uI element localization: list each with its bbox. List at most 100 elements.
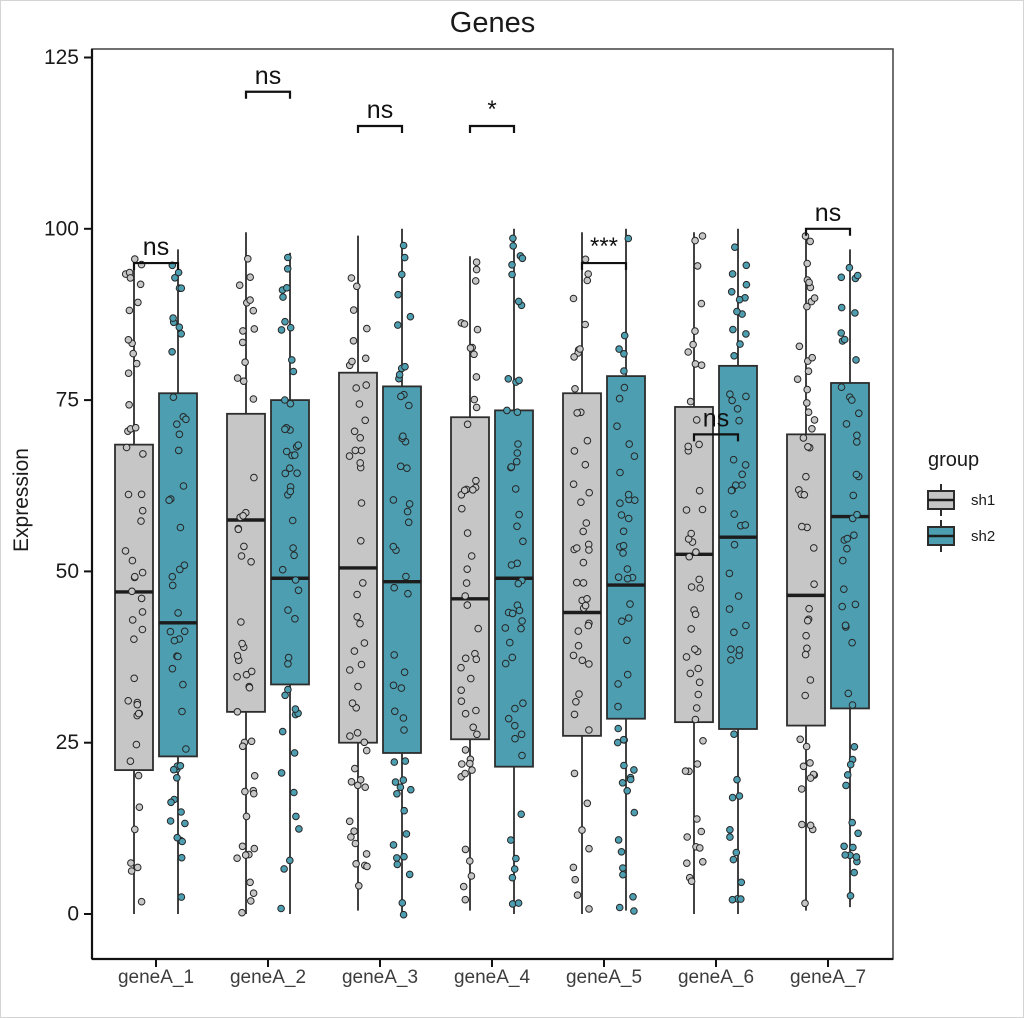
jitter-point [585, 546, 593, 554]
jitter-point [615, 903, 624, 912]
jitter-point [803, 644, 811, 653]
jitter-points-geneA_3-sh2 [389, 241, 415, 919]
jitter-point [510, 865, 519, 873]
jitter-point [168, 664, 177, 673]
jitter-point [177, 284, 186, 293]
jitter-point [695, 678, 704, 687]
jitter-point [851, 600, 860, 609]
jitter-point [511, 721, 519, 730]
jitter-point [584, 621, 593, 630]
jitter-point [345, 817, 354, 826]
jitter-point [799, 434, 808, 442]
jitter-point [389, 681, 398, 690]
jitter-point [348, 357, 356, 366]
jitter-point [577, 498, 585, 507]
jitter-point [734, 592, 743, 600]
jitter-point [241, 787, 249, 796]
jitter-point [623, 574, 632, 583]
jitter-point [515, 606, 524, 615]
jitter-point [620, 367, 628, 375]
jitter-point [506, 638, 514, 647]
jitter-point [280, 865, 288, 873]
jitter-point [125, 306, 134, 315]
jitter-point [180, 627, 189, 636]
box-geneA_7-sh1 [786, 433, 826, 727]
boxplot-key-icon [927, 484, 955, 516]
jitter-point [852, 853, 861, 861]
jitter-point [618, 779, 627, 787]
jitter-point [176, 762, 185, 770]
jitter-point [281, 396, 289, 404]
jitter-point [238, 842, 247, 851]
jitter-point [138, 625, 147, 634]
jitter-point [728, 793, 737, 802]
jitter-point [277, 769, 286, 777]
jitter-point [173, 420, 181, 429]
jitter-point [846, 760, 855, 769]
jitter-point [356, 434, 365, 442]
jitter-point [689, 340, 697, 349]
jitter-point [291, 705, 300, 713]
jitter-point [518, 254, 527, 263]
jitter-point [855, 409, 863, 418]
jitter-point [468, 766, 476, 774]
jitter-point [853, 271, 862, 280]
jitter-point [466, 344, 475, 352]
jitter-point [693, 760, 702, 768]
jitter-point [393, 790, 401, 798]
jitter-point [174, 609, 182, 617]
jitter-point [840, 585, 848, 594]
jitter-point [733, 307, 741, 316]
jitter-point [726, 390, 734, 399]
jitter-point [471, 277, 480, 285]
jitter-point [803, 302, 811, 311]
jitter-point [250, 772, 259, 780]
jitter-point [583, 799, 592, 808]
jitter-points-geneA_3-sh1 [345, 274, 371, 890]
jitter-point [699, 858, 707, 866]
jitter-point [347, 833, 355, 841]
jitter-point [238, 742, 247, 751]
jitter-point [585, 660, 593, 668]
jitter-points-geneA_2-sh2 [277, 253, 303, 913]
jitter-point [509, 234, 517, 243]
jitter-point [582, 519, 591, 527]
jitter-point [174, 268, 183, 277]
jitter-point [457, 686, 466, 695]
box-geneA_3-sh2 [382, 385, 422, 754]
jitter-point [613, 738, 622, 747]
jitter-point [691, 236, 699, 245]
jitter-point [407, 785, 415, 794]
jitter-point [472, 373, 481, 381]
jitter-point [508, 261, 516, 269]
jitter-point [512, 457, 521, 466]
box-geneA_6-sh1 [674, 406, 714, 724]
jitter-point [347, 274, 356, 282]
jitter-point [346, 666, 354, 674]
jitter-point [137, 490, 146, 499]
jitter-point [353, 590, 361, 599]
legend-item-sh1: sh1 [927, 482, 995, 518]
x-tick-label: geneA_4 [454, 967, 531, 988]
jitter-point [574, 641, 583, 650]
jitter-point [247, 897, 255, 905]
jitter-point [167, 798, 175, 807]
jitter-point [404, 589, 412, 598]
jitter-point [511, 704, 519, 713]
jitter-point [277, 904, 285, 913]
jitter-point [295, 825, 303, 833]
jitter-point [843, 544, 851, 553]
jitter-point [246, 273, 254, 282]
jitter-point [630, 907, 638, 915]
jitter-point [683, 859, 691, 868]
jitter-point [284, 660, 292, 668]
jitter-point [742, 280, 751, 289]
jitter-point [583, 436, 592, 445]
jitter-point [742, 330, 750, 338]
jitter-point [514, 440, 522, 448]
jitter-point [178, 837, 186, 846]
jitter-point [808, 353, 817, 362]
jitter-point [619, 527, 628, 536]
jitter-point [616, 499, 624, 508]
jitter-point [517, 624, 525, 633]
